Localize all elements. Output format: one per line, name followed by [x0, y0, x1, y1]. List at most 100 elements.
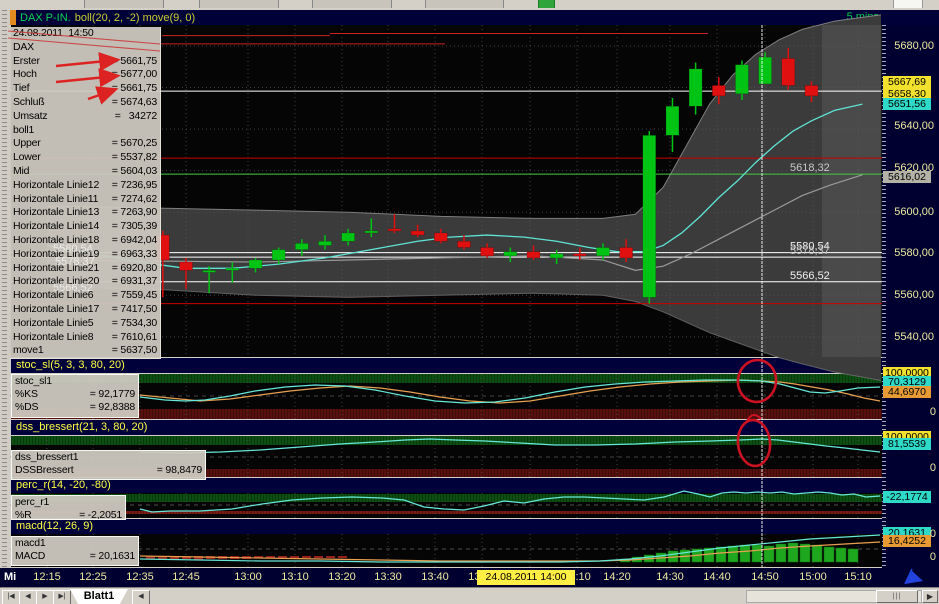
stoch-overbought-zone — [11, 374, 883, 383]
price-axis-label: 5640,00 — [894, 120, 934, 132]
price-axis-value-box: 5667,69 — [883, 76, 931, 88]
chart-indicator-params: boll(20, 2, -2) move(9, 0) — [74, 11, 196, 24]
price-axis-label: 5680,00 — [894, 40, 934, 52]
toolbar-button-sliver[interactable] — [425, 0, 504, 8]
time-axis-tick: 12:25 — [79, 571, 107, 583]
time-axis[interactable]: Mi 24.08.2011 14:00 12:15 12:25 12:35 12:45… — [0, 568, 939, 587]
horizontal-scrollbar-thumb[interactable]: ||| — [876, 590, 918, 603]
time-axis-tick: 12:15 — [33, 571, 61, 583]
data-row: Horizontale Linie11 = 7274,62 — [13, 192, 157, 205]
time-axis-tick: 13:20 — [328, 571, 356, 583]
data-row: Horizontale Linie21 = 6920,80 — [13, 261, 157, 274]
indicator-axis-label: 0 — [929, 528, 936, 540]
left-grip-strip[interactable] — [0, 10, 10, 587]
indicator-axis-label: 0 — [929, 406, 936, 418]
data-row: DSSBressert = 98,8479 — [15, 464, 202, 476]
time-axis-tick: 13:10 — [281, 571, 309, 583]
last-sheet-button[interactable]: ▶| — [53, 590, 71, 604]
dss-panel-header[interactable]: dss_bressert(21, 3, 80, 20) — [10, 420, 882, 435]
percr-upper-zone — [11, 494, 883, 502]
data-row: Erster = 5661,75 — [13, 54, 157, 67]
data-row: Hoch = 5677,00 — [13, 68, 157, 81]
chart-timeframe-label: 5 mins — [846, 11, 879, 23]
time-axis-tick: 13:30 — [374, 571, 402, 583]
percr-panel-header[interactable]: perc_r(14, -20, -80) — [10, 478, 882, 493]
data-row: Horizontale Linie6 = 7559,45 — [13, 289, 157, 302]
macd-panel-header[interactable]: macd(12, 26, 9) — [10, 519, 882, 534]
data-row: Horizontale Linie8 = 7610,61 — [13, 330, 157, 343]
scrollbar-right-arrow[interactable]: ▶ — [922, 590, 938, 603]
price-axis-ticks — [882, 25, 886, 568]
toolbar-button-sliver[interactable] — [199, 0, 279, 8]
data-row: Upper = 5670,25 — [13, 137, 157, 150]
data-row: macd1 — [15, 537, 46, 549]
data-row: boll1 — [13, 123, 35, 136]
time-axis-tick: 12:45 — [172, 571, 200, 583]
data-row: Horizontale Linie14 = 7305,39 — [13, 220, 157, 233]
scrollbar-fragment[interactable] — [893, 0, 923, 8]
price-axis-value-box: 5658,30 — [883, 88, 931, 100]
data-row: %R = -2,2051 — [15, 509, 122, 520]
data-row: %DS = 92,8388 — [15, 401, 135, 413]
weekday-label: Mi — [4, 571, 17, 583]
data-row: Tief = 5661,75 — [13, 82, 157, 95]
prev-sheet-button[interactable]: ◀ — [19, 590, 37, 604]
stoch-panel-header[interactable]: stoc_sl(5, 3, 3, 80, 20) — [10, 358, 882, 373]
sheet-tab-bar: |◀ ◀ ▶ ▶| Blatt1 ◀ ||| ▶ — [0, 587, 939, 604]
data-row: MACD = 20,1631 — [15, 550, 135, 562]
chart-symbol-title: DAX P-IN. — [20, 11, 71, 24]
data-row: 24.08.2011 14:50 — [13, 27, 94, 39]
first-sheet-button[interactable]: |◀ — [2, 590, 20, 604]
time-axis-tick: 14:20 — [603, 571, 631, 583]
percr-legend-box: perc_r1 %R = -2,2051 — [11, 495, 126, 520]
data-row: Horizontale Linie5 = 7534,30 — [13, 316, 157, 329]
macd-panel[interactable] — [10, 534, 883, 567]
percent-r-panel[interactable] — [10, 493, 883, 518]
data-row: Horizontale Linie17 = 7417,50 — [13, 302, 157, 315]
price-axis-value-box: 81,5539 — [883, 438, 931, 450]
data-row: Horizontale Linie20 = 6931,37 — [13, 275, 157, 288]
time-axis-tick: 15:10 — [844, 571, 872, 583]
active-chart-marker — [10, 10, 16, 25]
time-axis-tick: 15:00 — [799, 571, 827, 583]
data-row: %KS = 92,1779 — [15, 388, 135, 400]
stoch-oversold-zone — [11, 409, 883, 419]
toolbar-button-sliver[interactable] — [84, 0, 164, 8]
data-row: stoc_sl1 — [15, 375, 52, 387]
price-axis-label: 5560,00 — [894, 289, 934, 301]
time-axis-tick: 13:40 — [421, 571, 449, 583]
price-axis-value-box: -22,1774 — [883, 491, 931, 503]
green-indicator-icon[interactable] — [538, 0, 555, 8]
time-axis-tick: 14:40 — [703, 571, 731, 583]
data-row: DAX — [13, 40, 34, 53]
price-axis-value-box: 5651,56 — [883, 98, 931, 110]
data-row: perc_r1 — [15, 496, 50, 508]
data-row: Schluß = 5674,63 — [13, 95, 157, 108]
data-row: Mid = 5604,03 — [13, 164, 157, 177]
next-sheet-button[interactable]: ▶ — [36, 590, 54, 604]
percr-lower-zone — [11, 511, 883, 514]
data-row: Lower = 5537,82 — [13, 151, 157, 164]
stochastic-panel[interactable] — [10, 374, 883, 419]
toolbar-button-sliver[interactable] — [312, 0, 392, 8]
data-row: Umsatz = 34272 — [13, 109, 157, 122]
macd-legend-box: macd1 MACD = 20,1631 — [11, 536, 139, 566]
time-axis-tick: 12:35 — [126, 571, 154, 583]
price-axis-label: 5600,00 — [894, 206, 934, 218]
price-axis-label: 5540,00 — [894, 331, 934, 343]
price-axis-value-box: 70,3129 — [883, 376, 931, 388]
chart-title-bar[interactable]: DAX P-IN. boll(20, 2, -2) move(9, 0) 5 m… — [10, 10, 939, 25]
data-row: Horizontale Linie18 = 6942,04 — [13, 233, 157, 246]
dss-oversold-zone — [11, 469, 883, 477]
data-row: Horizontale Linie19 = 6963,33 — [13, 247, 157, 260]
time-axis-tick: 14:30 — [656, 571, 684, 583]
quote-data-panel: 24.08.2011 14:50 DAX Erster = 5661,75 Hoch = … — [10, 27, 161, 359]
dss-overbought-zone — [11, 436, 883, 445]
price-axis[interactable]: 5680,00 5640,00 5620,00 5600,00 5580,00 5560,… — [882, 25, 939, 568]
data-row: dss_bressert1 — [15, 451, 79, 463]
time-axis-tick: 14:50 — [751, 571, 779, 583]
data-row: move1 = 5637,50 — [13, 344, 157, 357]
sheet-tab-blatt1[interactable]: Blatt1 — [70, 589, 128, 604]
tab-scroll-left-button[interactable]: ◀ — [132, 590, 150, 604]
